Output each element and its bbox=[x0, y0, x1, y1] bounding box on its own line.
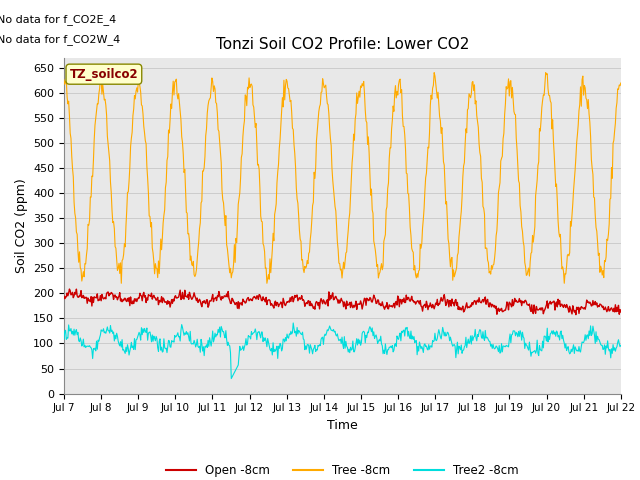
Text: TZ_soilco2: TZ_soilco2 bbox=[70, 68, 138, 81]
Title: Tonzi Soil CO2 Profile: Lower CO2: Tonzi Soil CO2 Profile: Lower CO2 bbox=[216, 37, 469, 52]
Text: No data for f_CO2W_4: No data for f_CO2W_4 bbox=[0, 34, 120, 45]
X-axis label: Time: Time bbox=[327, 419, 358, 432]
Text: No data for f_CO2E_4: No data for f_CO2E_4 bbox=[0, 14, 116, 25]
Legend: Open -8cm, Tree -8cm, Tree2 -8cm: Open -8cm, Tree -8cm, Tree2 -8cm bbox=[161, 459, 524, 480]
Y-axis label: Soil CO2 (ppm): Soil CO2 (ppm) bbox=[15, 178, 28, 273]
